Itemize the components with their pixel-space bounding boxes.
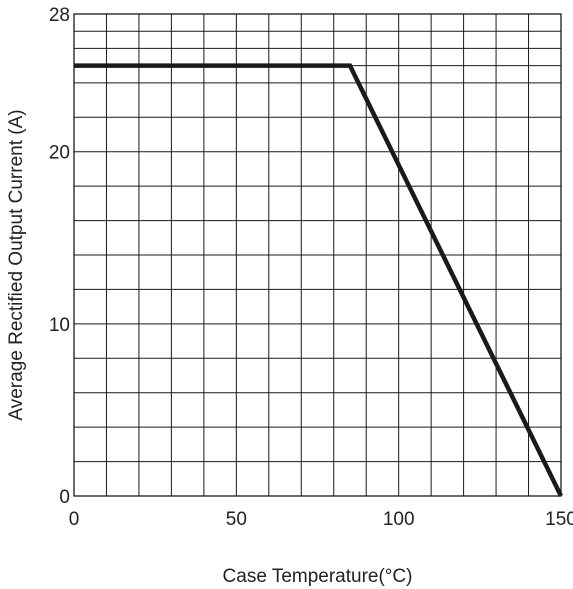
tick-labels: 0 50 100 150 0 10 20 28 <box>49 5 573 530</box>
x-tick-label: 150 <box>545 509 573 530</box>
x-axis-label: Case Temperature(°C) <box>223 566 413 587</box>
grid <box>73 13 562 497</box>
y-tick-label: 20 <box>49 143 70 164</box>
y-tick-label: 28 <box>49 5 70 26</box>
series-line-0 <box>74 63 564 497</box>
plot-frame <box>73 13 562 497</box>
x-tick-label: 50 <box>226 509 247 530</box>
y-axis-label: Average Rectified Output Current (A) <box>6 109 27 420</box>
x-tick-label: 0 <box>69 509 80 530</box>
x-tick-label: 100 <box>383 509 415 530</box>
series-layer <box>74 63 564 497</box>
y-tick-label: 10 <box>49 315 70 336</box>
y-tick-label: 0 <box>59 487 70 508</box>
